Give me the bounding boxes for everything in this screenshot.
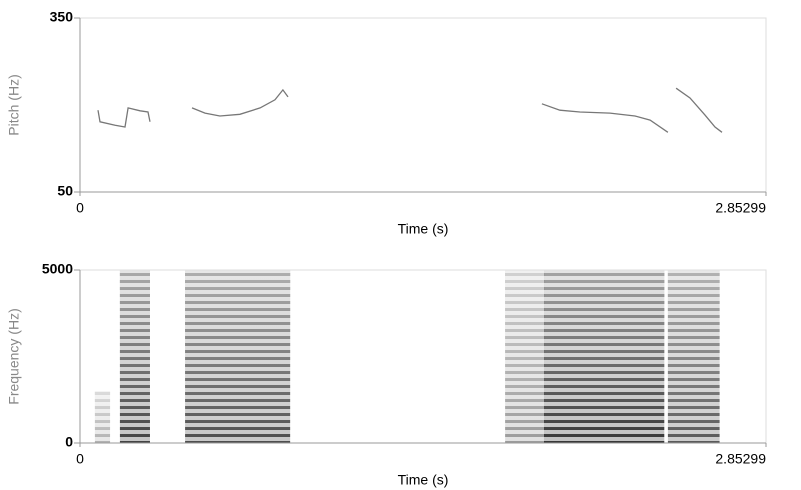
y-axis-label: Frequency (Hz) [6,308,22,404]
x-tick-label: 0 [76,200,84,216]
spectral-region [544,270,665,443]
harmonics-fade [119,270,150,443]
spectral-region [505,270,546,443]
plot-frame [79,17,767,193]
y-tick-label: 350 [50,9,74,25]
spectral-region [185,270,291,443]
harmonics-fade [505,270,546,443]
y-tick-label: 0 [65,434,73,450]
x-axis-label: Time (s) [398,472,449,488]
y-tick-label: 50 [57,183,73,199]
x-tick-label: 0 [76,451,84,467]
x-tick-label: 2.85299 [715,200,766,216]
y-axis-label: Pitch (Hz) [6,74,22,135]
x-tick-label: 2.85299 [715,451,766,467]
harmonics-fade [94,391,111,443]
spectral-region [667,270,720,443]
spectral-region [94,391,111,443]
y-tick-label: 5000 [42,261,73,277]
spectral-region [119,270,150,443]
harmonics-fade [667,270,720,443]
harmonics-fade [185,270,291,443]
x-axis-label: Time (s) [398,221,449,237]
harmonics-fade [544,270,665,443]
pitch-line [97,87,723,133]
